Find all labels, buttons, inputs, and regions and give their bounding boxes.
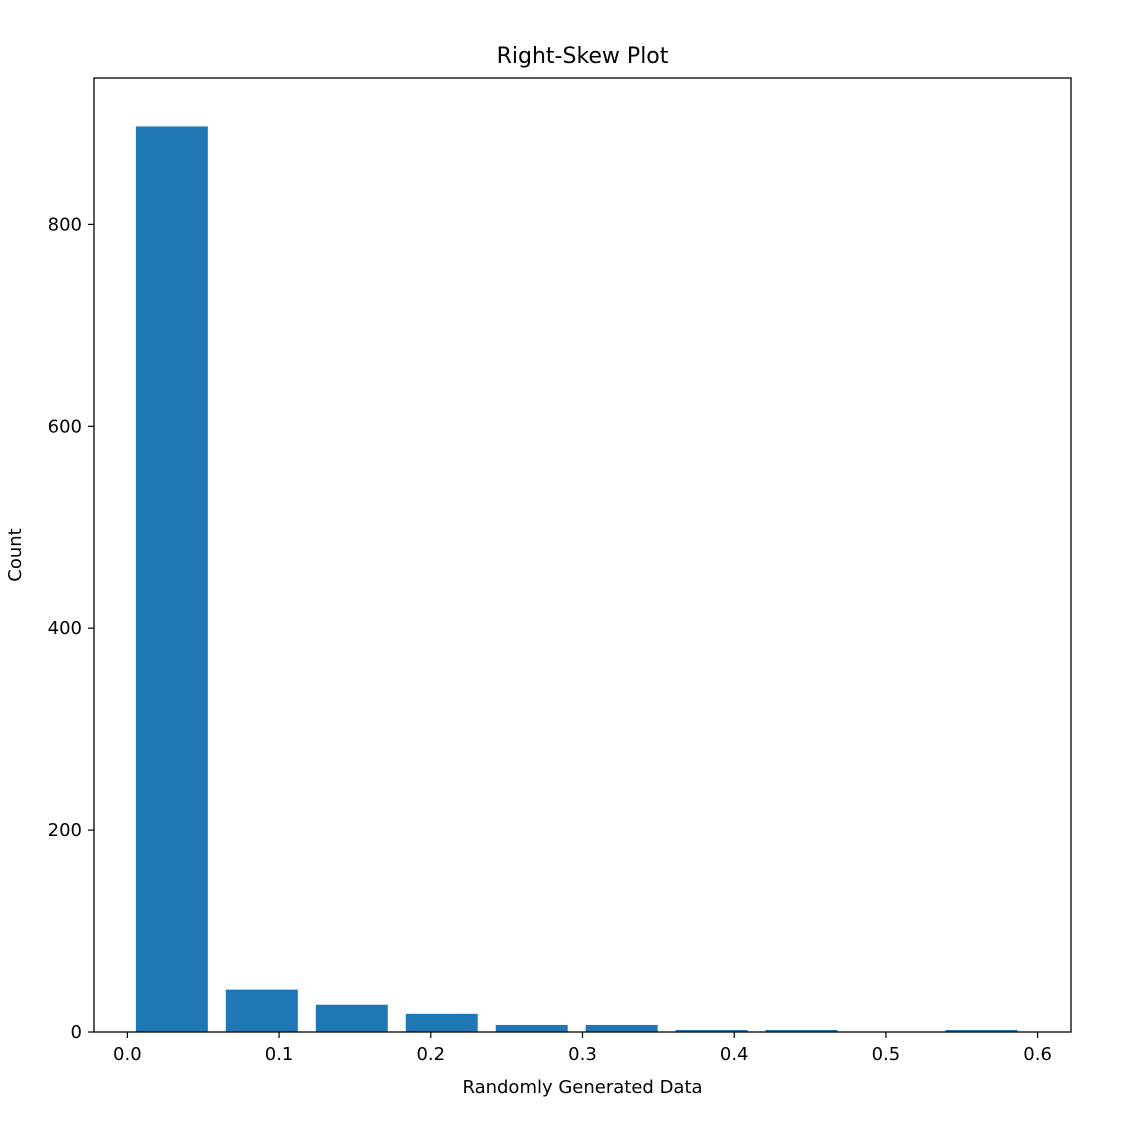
y-tick-label: 0 [71,1022,82,1043]
x-tick-label: 0.0 [113,1044,142,1065]
bar-2 [315,1004,388,1032]
x-tick-label: 0.2 [416,1044,445,1065]
plot-frame [93,77,1072,1033]
x-tick-label: 0.6 [1023,1044,1052,1065]
x-axis-label: Randomly Generated Data [462,1077,702,1098]
bar-9 [945,1029,1018,1032]
y-tick-label: 600 [48,416,82,437]
x-tick-label: 0.5 [872,1044,901,1065]
bar-1 [225,989,298,1032]
y-axis-label: Count [5,528,26,581]
y-tick-label: 400 [48,618,82,639]
bar-6 [675,1029,748,1032]
x-tick-label: 0.1 [265,1044,294,1065]
bar-4 [495,1024,568,1032]
x-axis: 0.0 0.1 0.2 0.3 0.4 0.5 0.6 [113,1032,1052,1065]
x-tick-label: 0.3 [568,1044,597,1065]
bar-5 [585,1024,658,1032]
y-tick-label: 800 [48,214,82,235]
bar-7 [765,1029,838,1032]
y-axis: 0 200 400 600 800 [48,214,94,1043]
bars [135,126,1018,1032]
x-tick-label: 0.4 [720,1044,749,1065]
bar-3 [405,1013,478,1032]
bar-0 [135,126,208,1032]
chart-title: Right-Skew Plot [497,44,669,69]
y-tick-label: 200 [48,820,82,841]
